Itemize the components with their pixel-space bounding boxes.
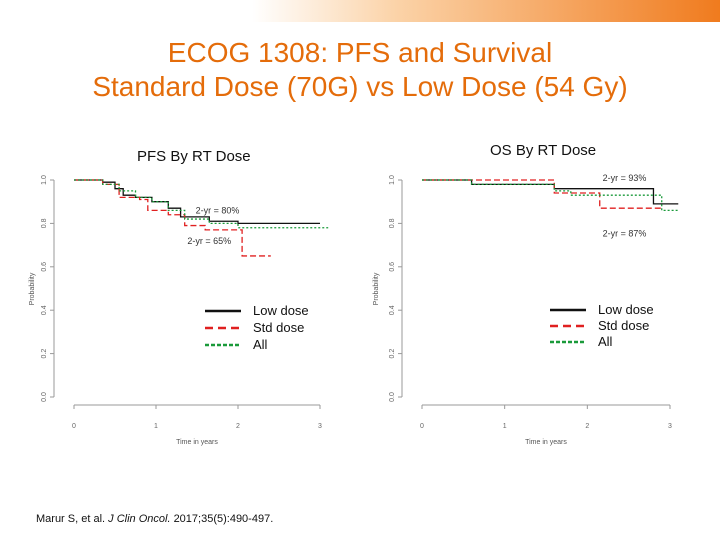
os-x-tick-label: 0 xyxy=(420,423,424,430)
top-orange-band xyxy=(0,0,720,22)
slide-title-line-2: Standard Dose (70G) vs Low Dose (54 Gy) xyxy=(92,71,628,102)
pfs-annotation-1: 2-yr = 65% xyxy=(187,236,231,246)
pfs-y-tick-label: 1.0 xyxy=(41,175,48,185)
os-x-axis-label: Time in years xyxy=(525,439,567,446)
os-x-tick-label: 3 xyxy=(668,423,672,430)
slide-title-line-1: ECOG 1308: PFS and Survival xyxy=(167,37,553,68)
citation: Marur S, et al. J Clin Oncol. 2017;35(5)… xyxy=(36,513,273,525)
os-y-tick-label: 0.8 xyxy=(389,218,396,228)
pfs-x-tick-label: 2 xyxy=(236,423,240,430)
os-y-axis-label: Probability xyxy=(373,272,380,305)
pfs-legend-label-std: Std dose xyxy=(253,320,304,335)
os-annotation-1: 2-yr = 87% xyxy=(603,228,647,238)
pfs-y-tick-label: 0.6 xyxy=(41,262,48,272)
pfs-y-tick-label: 0.0 xyxy=(41,392,48,402)
slide-title: ECOG 1308: PFS and Survival Standard Dos… xyxy=(0,36,720,104)
pfs-legend-label-low: Low dose xyxy=(253,303,309,318)
pfs-legend-label-all: All xyxy=(253,337,268,352)
pfs-y-tick-label: 0.2 xyxy=(41,349,48,359)
os-chart-title: OS By RT Dose xyxy=(490,142,597,159)
os-y-tick-label: 0.0 xyxy=(389,392,396,402)
os-legend-label-all: All xyxy=(598,334,613,349)
os-series-all xyxy=(422,179,679,212)
pfs-y-tick-label: 0.8 xyxy=(41,218,48,228)
pfs-x-tick-label: 0 xyxy=(72,423,76,430)
citation-journal: J Clin Oncol. xyxy=(108,513,171,525)
pfs-x-tick-label: 3 xyxy=(318,423,322,430)
pfs-y-tick-label: 0.4 xyxy=(41,305,48,315)
os-x-tick-label: 1 xyxy=(503,423,507,430)
pfs-chart-title: PFS By RT Dose xyxy=(137,148,251,165)
os-series-low xyxy=(422,179,679,205)
citation-reference: 2017;35(5):490-497. xyxy=(173,513,274,525)
pfs-annotation-0: 2-yr = 80% xyxy=(196,206,240,216)
os-x-tick-label: 2 xyxy=(585,423,589,430)
os-legend-label-low: Low dose xyxy=(598,302,654,317)
os-series-std xyxy=(422,179,662,209)
os-legend-label-std: Std dose xyxy=(598,318,649,333)
pfs-x-axis-label: Time in years xyxy=(176,439,218,446)
pfs-series-std xyxy=(74,179,271,257)
os-y-tick-label: 0.4 xyxy=(389,305,396,315)
os-y-tick-label: 0.6 xyxy=(389,262,396,272)
os-y-tick-label: 0.2 xyxy=(389,349,396,359)
os-y-tick-label: 1.0 xyxy=(389,175,396,185)
pfs-y-axis-label: Probability xyxy=(29,272,36,305)
pfs-x-tick-label: 1 xyxy=(154,423,158,430)
os-annotation-0: 2-yr = 93% xyxy=(603,173,647,183)
citation-authors: Marur S, et al. xyxy=(36,513,106,525)
